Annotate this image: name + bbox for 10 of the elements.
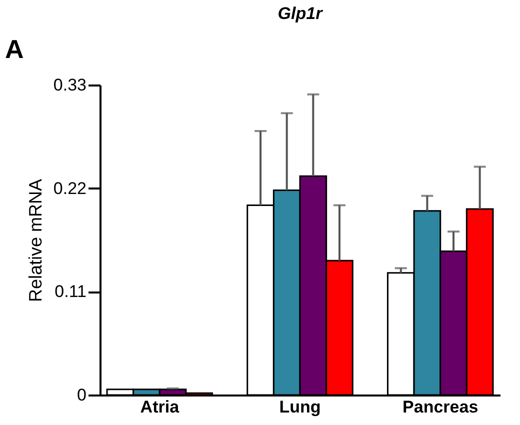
y-tick-label: 0.22 — [53, 178, 86, 198]
x-tick-label: Lung — [279, 398, 321, 416]
y-axis-title: Relative mRNA — [25, 178, 46, 302]
chart-title: Glp1r — [278, 4, 324, 23]
y-tick-label: 0.33 — [53, 76, 86, 94]
y-tick-label: 0 — [77, 386, 86, 404]
x-tick-label: Pancreas — [402, 398, 478, 416]
x-tick-label: Atria — [140, 398, 180, 416]
text: A — [5, 34, 24, 64]
y-tick-label: 0.11 — [54, 282, 86, 302]
